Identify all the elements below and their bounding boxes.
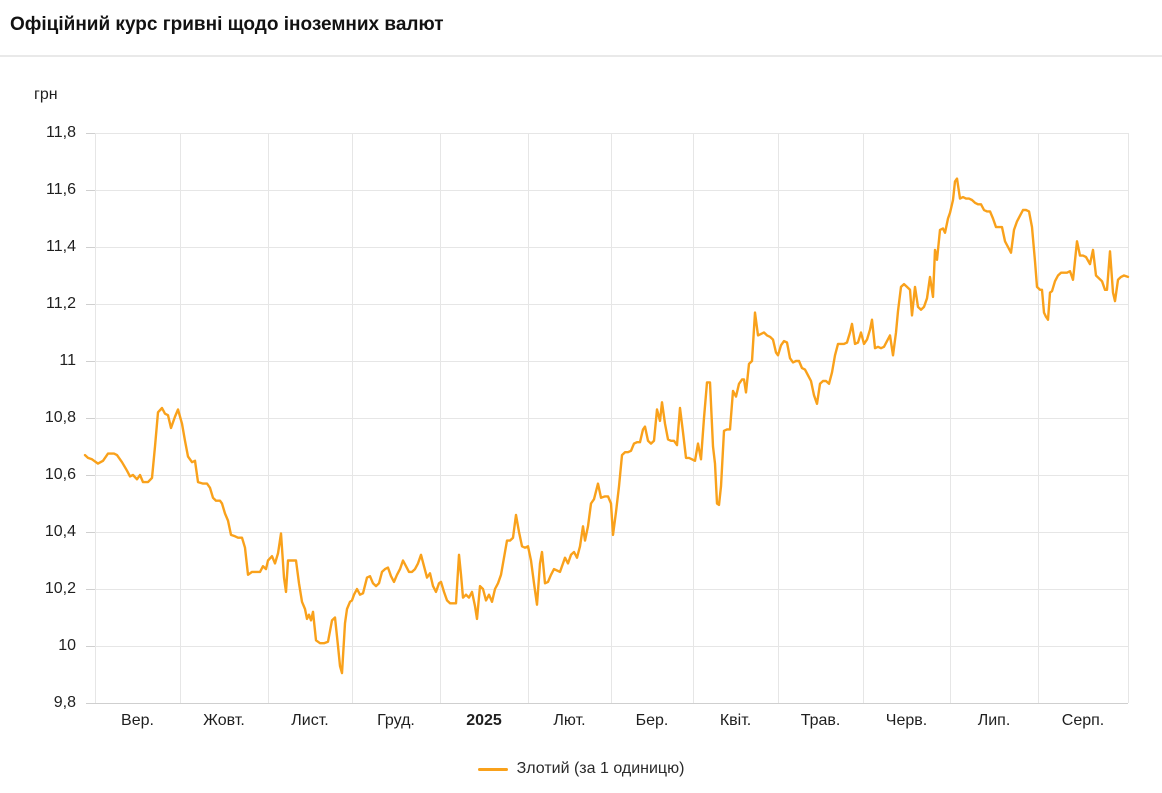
x-tick-label: Лип.	[977, 712, 1011, 729]
x-tick-label: Груд.	[377, 712, 415, 729]
x-tick-label: Трав.	[800, 712, 841, 729]
x-tick-label: Лист.	[291, 712, 329, 729]
legend-item-zloty[interactable]: Злотий (за 1 одиницю)	[0, 760, 1162, 778]
y-tick-label: 11,2	[46, 294, 76, 312]
y-tick-label: 11,6	[46, 180, 76, 198]
x-tick-label: Черв.	[885, 712, 928, 729]
header-divider	[0, 55, 1162, 57]
x-tick-label: 2025	[466, 712, 502, 729]
legend-line-swatch	[477, 767, 508, 771]
x-tick-label: Лют.	[553, 712, 586, 729]
y-tick-label: 9,8	[53, 693, 76, 711]
y-tick-label: 10	[58, 636, 76, 654]
y-tick-label: 11,4	[46, 237, 76, 255]
series-line-zloty[interactable]	[83, 177, 1130, 675]
y-tick-label: 10,8	[44, 408, 76, 426]
y-axis-unit-label: грн	[34, 86, 58, 103]
x-tick-label: Серп.	[1061, 712, 1105, 729]
x-tick-label: Бер.	[635, 712, 669, 729]
y-tick-label: 11	[59, 351, 76, 369]
page-title: Офіційний курс гривні щодо іноземних вал…	[10, 14, 444, 35]
y-tick-label: 10,6	[44, 465, 76, 483]
x-tick-label: Вер.	[121, 712, 154, 729]
y-tick-label: 10,2	[44, 579, 76, 597]
y-tick-label: 11,8	[46, 123, 76, 141]
legend-label: Злотий (за 1 одиницю)	[516, 760, 685, 777]
x-tick-label: Жовт.	[203, 712, 245, 729]
y-tick-label: 10,4	[44, 522, 76, 540]
x-tick-label: Квіт.	[719, 712, 752, 729]
